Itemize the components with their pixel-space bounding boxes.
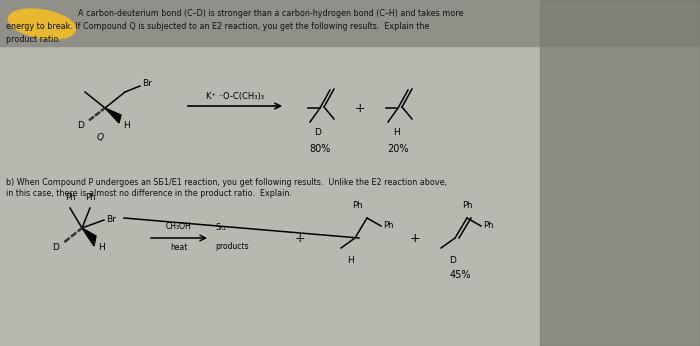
Text: H: H: [346, 256, 354, 265]
Bar: [540, 0, 700, 346]
Text: +: +: [410, 231, 420, 245]
Text: Ph: Ph: [64, 193, 76, 202]
Text: in this case, there is almost no difference in the product ratio.  Explain.: in this case, there is almost no differe…: [6, 189, 292, 198]
Text: H: H: [98, 244, 105, 253]
Ellipse shape: [8, 9, 76, 39]
Polygon shape: [82, 228, 96, 246]
Text: D: D: [52, 243, 59, 252]
Text: Br: Br: [106, 216, 116, 225]
Text: energy to break. If Compound Q is subjected to an E2 reaction, you get the follo: energy to break. If Compound Q is subjec…: [6, 22, 429, 31]
Text: H: H: [393, 128, 400, 137]
Text: H: H: [123, 120, 130, 129]
Text: Br: Br: [142, 80, 152, 89]
Text: +: +: [295, 231, 305, 245]
Text: D: D: [449, 256, 456, 265]
Text: Ph: Ph: [85, 193, 95, 202]
Bar: [0, 0, 700, 46]
Text: Sₙ₁: Sₙ₁: [215, 223, 225, 232]
Text: D: D: [314, 128, 321, 137]
Text: K⁺ ⁻O-C(CH₃)₃: K⁺ ⁻O-C(CH₃)₃: [206, 92, 264, 101]
Text: Q: Q: [97, 133, 104, 142]
Text: +: +: [355, 101, 365, 115]
Text: Ph: Ph: [351, 201, 363, 210]
Text: Ph: Ph: [483, 221, 493, 230]
Polygon shape: [105, 108, 121, 123]
Text: D: D: [77, 120, 84, 129]
Text: Ph: Ph: [383, 221, 393, 230]
Text: 20%: 20%: [387, 144, 409, 154]
Text: product ratio.: product ratio.: [6, 35, 61, 44]
Text: 45%: 45%: [449, 270, 470, 280]
Text: products: products: [215, 242, 248, 251]
Text: b) When Compound P undergoes an SБ1/E1 reaction, you get following results.  Unl: b) When Compound P undergoes an SБ1/E1 r…: [6, 178, 447, 187]
Text: CH₃OH: CH₃OH: [166, 222, 192, 231]
Text: heat: heat: [170, 243, 188, 252]
Text: 80%: 80%: [309, 144, 330, 154]
Text: Ph: Ph: [462, 201, 472, 210]
Text: A carbon-deuterium bond (C–D) is stronger than a carbon-hydrogen bond (C–H) and : A carbon-deuterium bond (C–D) is stronge…: [78, 9, 463, 18]
